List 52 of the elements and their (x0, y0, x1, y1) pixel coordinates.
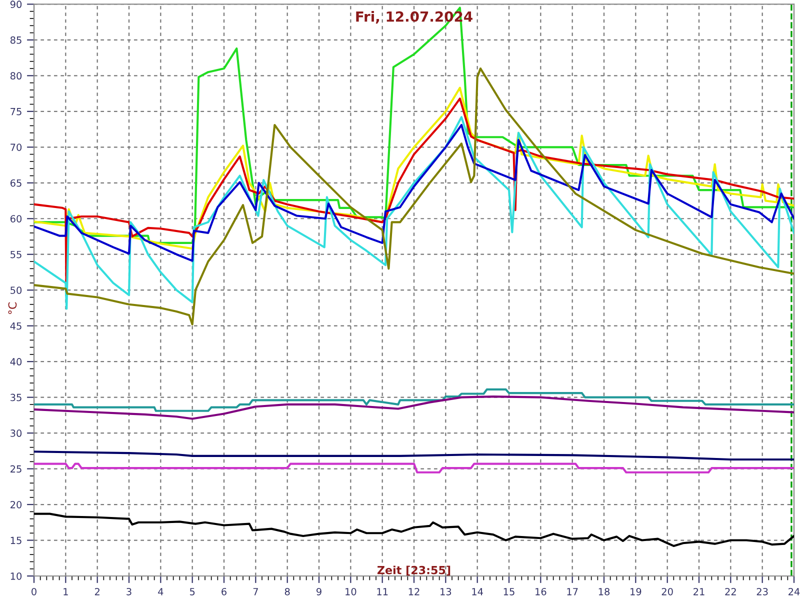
x-tick-label: 3 (126, 588, 132, 596)
line-series (34, 6, 794, 244)
line-series (34, 67, 794, 326)
y-tick-label: 65 (10, 179, 22, 187)
line-series (34, 124, 794, 262)
x-tick-label: 10 (346, 588, 356, 596)
x-tick-label: 18 (598, 588, 610, 596)
x-tick-label: 6 (222, 588, 226, 596)
y-axis-title: °C (8, 302, 17, 314)
x-tick-label: 11 (377, 588, 388, 596)
y-tick-label: 45 (10, 322, 22, 330)
x-tick-label: 14 (472, 588, 483, 596)
line-series (34, 86, 794, 250)
line-series (34, 450, 794, 461)
y-tick-label: 10 (10, 572, 22, 580)
line-series (34, 116, 794, 310)
y-tick-label: 20 (10, 501, 22, 508)
x-tick-label: 12 (408, 588, 420, 596)
y-tick-label: 90 (10, 0, 22, 8)
x-tick-label: 0 (32, 588, 36, 596)
x-tick-label: 24 (788, 588, 800, 596)
y-tick-label: 40 (10, 358, 22, 366)
x-tick-label: 2 (94, 588, 100, 596)
y-tick-label: 30 (10, 430, 22, 437)
x-tick-label: 9 (316, 588, 322, 596)
x-tick-label: 22 (725, 588, 736, 596)
y-tick-label: 25 (10, 465, 22, 473)
x-axis-title: Zeit [23:55] (377, 566, 450, 576)
y-tick-label: 55 (10, 250, 22, 258)
x-tick-label: 19 (630, 588, 642, 596)
x-tick-label: 13 (440, 588, 452, 596)
y-tick-label: 85 (10, 36, 22, 44)
x-tick-label: 23 (756, 588, 768, 596)
x-tick-label: 21 (694, 588, 704, 596)
y-tick-label: 15 (10, 536, 22, 544)
line-series (34, 388, 794, 412)
y-tick-label: 75 (10, 108, 22, 116)
x-tick-label: 17 (567, 588, 578, 596)
x-tick-label: 5 (190, 588, 195, 596)
y-tick-label: 50 (10, 286, 22, 294)
x-tick-label: 15 (504, 588, 514, 596)
x-tick-label: 16 (536, 588, 546, 596)
y-tick-label: 60 (10, 215, 22, 222)
y-tick-label: 70 (10, 144, 22, 151)
y-tick-label: 80 (10, 72, 22, 80)
x-tick-label: 7 (253, 588, 258, 596)
line-series (34, 396, 794, 420)
x-tick-label: 20 (662, 588, 673, 596)
y-tick-label: 35 (10, 394, 22, 402)
x-tick-label: 4 (158, 588, 164, 596)
x-tick-label: 8 (284, 588, 290, 596)
x-tick-label: 1 (64, 588, 68, 596)
